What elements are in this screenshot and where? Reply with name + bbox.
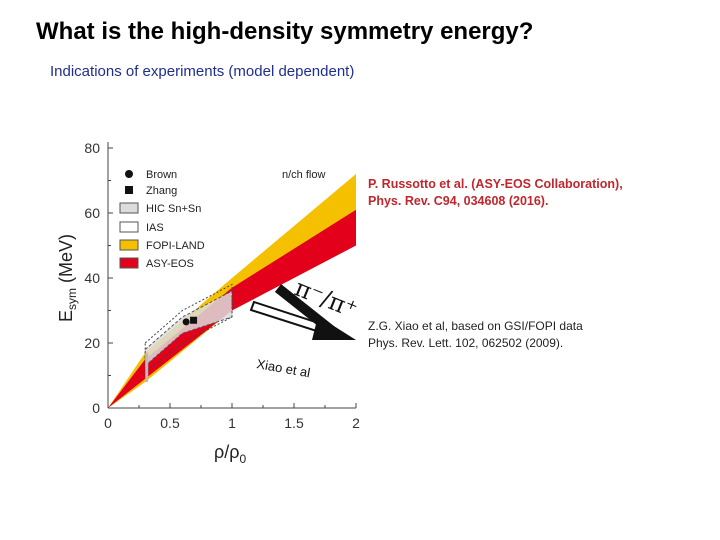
y-axis-label: Esym (MeV): [56, 234, 79, 322]
slide-subtitle: Indications of experiments (model depend…: [50, 63, 355, 80]
svg-text:ρ/ρ0: ρ/ρ0: [214, 442, 246, 466]
pion-arrow: [249, 284, 356, 340]
reference-xiao-line2: Phys. Rev. Lett. 102, 062502 (2009).: [368, 336, 564, 350]
x-axis-label: ρ/ρ0: [214, 442, 246, 466]
x-tick-label: 0: [104, 415, 112, 431]
legend-marker-hic: [119, 202, 139, 214]
legend-label-asy: ASY-EOS: [146, 258, 194, 270]
legend-label-fopi: FOPI-LAND: [146, 240, 205, 252]
annotation-xiao: Xiao et al: [255, 356, 311, 380]
y-tick-label: 60: [84, 205, 100, 221]
x-tick-label: 1: [228, 415, 236, 431]
legend-label-zhang: Zhang: [146, 185, 177, 197]
bands-layer: [108, 174, 356, 408]
legend-label-ias: IAS: [146, 222, 164, 234]
legend-marker-asy: [119, 257, 139, 269]
reference-xiao-line1: Z.G. Xiao et al, based on GSI/FOPI data: [368, 319, 583, 333]
point-brown: [182, 318, 190, 326]
annotation-nch-flow: n/ch flow: [282, 169, 325, 181]
legend-marker-fopi: [119, 239, 139, 251]
y-tick-label: 80: [84, 140, 100, 156]
legend-marker-zhang: [125, 186, 133, 194]
y-tick-label: 0: [92, 400, 100, 416]
legend: Brown Zhang HIC Sn+Sn IAS FOPI-LAND ASY-…: [119, 169, 205, 270]
y-tick-label: 20: [84, 335, 100, 351]
legend-marker-ias: [119, 221, 139, 233]
reference-asy-eos: P. Russotto et al. (ASY-EOS Collaboratio…: [368, 176, 623, 210]
y-tick-label: 40: [84, 270, 100, 286]
legend-marker-brown: [125, 170, 133, 178]
low-density-strip: [145, 352, 149, 382]
x-tick-label: 0.5: [160, 415, 180, 431]
reference-asy-eos-line2: Phys. Rev. C94, 034608 (2016).: [368, 194, 549, 208]
arrow-stroke: [274, 284, 340, 338]
slide-title: What is the high-density symmetry energy…: [36, 18, 534, 45]
band-hic-sn-sn: [144, 290, 233, 367]
x-tick-label: 2: [352, 415, 360, 431]
svg-text:Esym (MeV): Esym (MeV): [56, 234, 79, 322]
reference-asy-eos-line1: P. Russotto et al. (ASY-EOS Collaboratio…: [368, 177, 623, 191]
reference-xiao: Z.G. Xiao et al, based on GSI/FOPI data …: [368, 318, 583, 352]
point-zhang: [190, 316, 198, 324]
points-layer: [182, 316, 198, 326]
legend-label-brown: Brown: [146, 169, 177, 181]
legend-label-hic: HIC Sn+Sn: [146, 203, 201, 215]
x-tick-label: 1.5: [284, 415, 304, 431]
axes-layer: 0 20 40 60 80 0 0.5 1 1.5 2: [84, 140, 360, 431]
